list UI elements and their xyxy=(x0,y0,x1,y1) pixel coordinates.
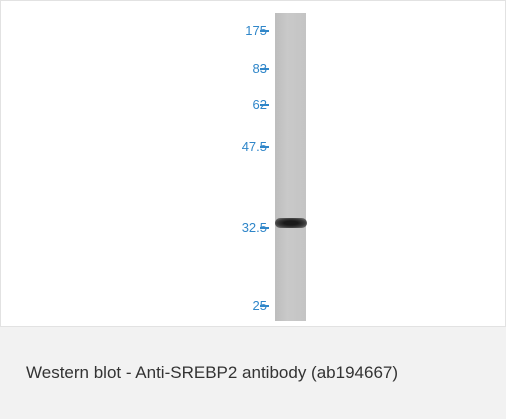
marker-dash xyxy=(260,68,269,70)
figure: 175836247.532.525 Western blot - Anti-SR… xyxy=(0,0,506,418)
caption-box: Western blot - Anti-SREBP2 antibody (ab1… xyxy=(0,326,506,419)
marker-dash xyxy=(260,146,269,148)
marker-dash xyxy=(260,104,269,106)
marker-dash xyxy=(260,305,269,307)
caption: Western blot - Anti-SREBP2 antibody (ab1… xyxy=(26,363,398,383)
marker-dash xyxy=(260,30,269,32)
marker-dash xyxy=(260,227,269,229)
band xyxy=(275,218,307,228)
lane xyxy=(275,13,306,321)
